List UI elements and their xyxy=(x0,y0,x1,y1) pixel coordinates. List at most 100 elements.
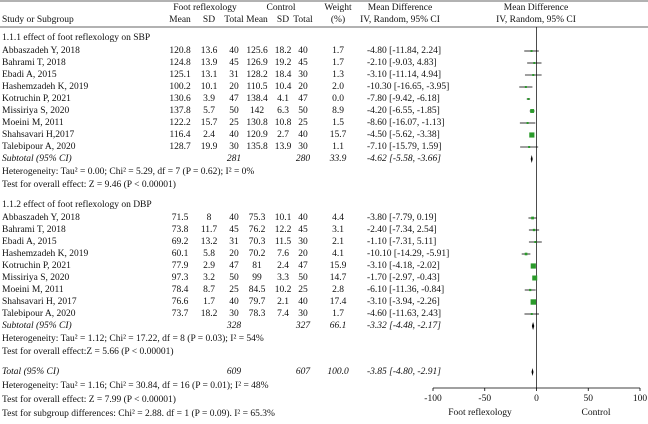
exp-sd: 2.9 xyxy=(203,261,215,271)
heterogeneity: Heterogeneity: Tau² = 1.12; Chi² = 17.22… xyxy=(2,333,264,344)
effect-label: -2.40 [-7.34, 2.54] xyxy=(367,225,437,235)
effect-square xyxy=(528,146,531,148)
ctl-sd: 10.4 xyxy=(275,82,292,92)
exp-sd: 2.4 xyxy=(203,130,215,140)
ctl-total: 40 xyxy=(298,213,308,223)
ctl-total: 45 xyxy=(298,58,308,68)
effect-label: -4.50 [-5.62, -3.38] xyxy=(367,130,440,140)
total-label: Total (95% CI) xyxy=(2,366,59,377)
weight: 1.7 xyxy=(332,58,344,68)
header-weight-unit: (%) xyxy=(331,14,345,25)
weight: 66.1 xyxy=(330,321,347,331)
exp-sd: 3.9 xyxy=(203,94,215,104)
effect-square xyxy=(527,98,530,100)
effect-label: -3.80 [-7.79, 0.19] xyxy=(367,213,437,223)
header-total: Total xyxy=(293,15,313,25)
ctl-total: 47 xyxy=(298,261,308,271)
summary-diamond xyxy=(531,368,534,376)
ctl-mean: 135.8 xyxy=(246,142,268,152)
effect-square xyxy=(531,216,534,220)
exp-mean: 128.7 xyxy=(169,142,191,152)
effect-label: -10.10 [-14.29, -5.91] xyxy=(367,249,449,259)
x-direction-label: Control xyxy=(581,408,610,418)
ctl-sd: 7.4 xyxy=(277,309,289,319)
ctl-sd: 18.2 xyxy=(275,46,292,56)
ctl-sd: 11.5 xyxy=(275,237,292,247)
exp-total: 47 xyxy=(229,261,239,271)
exp-mean: 100.2 xyxy=(169,82,191,92)
exp-sd: 18.2 xyxy=(201,309,218,319)
weight: 4.4 xyxy=(332,213,344,223)
ctl-mean: 75.3 xyxy=(249,213,266,223)
study-name: Moeini M, 2011 xyxy=(2,118,64,128)
ctl-sd: 2.1 xyxy=(277,297,289,307)
study-name: Kotruchin P, 2021 xyxy=(2,261,71,271)
weight: 8.9 xyxy=(332,106,344,116)
exp-total: 45 xyxy=(229,58,239,68)
summary-diamond xyxy=(530,155,533,163)
ctl-sd: 12.2 xyxy=(275,225,292,235)
header-method: IV, Random, 95% CI xyxy=(360,15,440,25)
exp-total: 20 xyxy=(229,249,239,259)
ctl-total: 30 xyxy=(298,237,308,247)
effect-label: -4.20 [-6.55, -1.85] xyxy=(367,106,440,116)
study-name: Talebipour A, 2020 xyxy=(2,309,76,319)
ctl-total: 20 xyxy=(298,82,308,92)
ctl-mean: 142 xyxy=(250,106,265,116)
exp-mean: 130.6 xyxy=(169,94,191,104)
overall-effect: Test for overall effect:Z = 5.66 (P < 0.… xyxy=(2,346,174,357)
study-name: Ebadi A, 2015 xyxy=(2,237,57,247)
exp-mean: 77.9 xyxy=(172,261,189,271)
study-name: Abbaszadeh Y, 2018 xyxy=(2,46,80,56)
study-name: Missiriya S, 2020 xyxy=(2,106,70,116)
effect-square xyxy=(529,132,535,138)
exp-total: 50 xyxy=(229,106,239,116)
study-name: Moeini M, 2011 xyxy=(2,285,64,295)
exp-total: 25 xyxy=(229,285,239,295)
exp-mean: 69.2 xyxy=(172,237,189,247)
weight: 1.1 xyxy=(332,142,344,152)
exp-total: 40 xyxy=(229,297,239,307)
subgroup-label: 1.1.1 effect of foot reflexology on SBP xyxy=(2,32,150,43)
exp-sd: 11.7 xyxy=(201,225,218,235)
exp-mean: 73.8 xyxy=(172,225,189,235)
ctl-total: 50 xyxy=(298,106,308,116)
exp-total: 20 xyxy=(229,82,239,92)
exp-mean: 76.6 xyxy=(172,297,189,307)
exp-sd: 13.6 xyxy=(201,46,218,56)
effect-square xyxy=(530,263,536,269)
weight: 1.3 xyxy=(332,70,344,80)
exp-total: 25 xyxy=(229,118,239,128)
ctl-sd: 13.9 xyxy=(275,142,292,152)
exp-sd: 1.7 xyxy=(203,297,215,307)
x-tick-label: -50 xyxy=(478,394,491,404)
weight: 33.9 xyxy=(329,154,347,164)
exp-mean: 122.2 xyxy=(169,118,191,128)
weight: 15.7 xyxy=(330,130,347,140)
effect-square xyxy=(533,62,536,64)
x-tick-label: 100 xyxy=(633,394,648,404)
ctl-total: 280 xyxy=(296,154,311,164)
effect-square xyxy=(529,288,532,292)
ctl-sd: 7.6 xyxy=(277,249,289,259)
ctl-sd: 2.7 xyxy=(277,130,289,140)
header-plot-method: IV, Random, 95% CI xyxy=(496,15,576,25)
ctl-sd: 10.1 xyxy=(275,213,292,223)
effect-square xyxy=(532,275,538,281)
study-name: Missiriya S, 2020 xyxy=(2,273,70,283)
exp-sd: 15.7 xyxy=(201,118,218,128)
ctl-total: 30 xyxy=(298,142,308,152)
study-name: Hashemzadeh K, 2019 xyxy=(2,82,89,92)
ctl-mean: 78.3 xyxy=(249,309,266,319)
exp-total: 31 xyxy=(229,70,239,80)
subtotal-label: Subtotal (95% CI) xyxy=(2,153,72,164)
header-sd: SD xyxy=(203,15,215,25)
study-name: Shahsavari H,2017 xyxy=(2,130,75,140)
ctl-total: 25 xyxy=(298,118,308,128)
ctl-total: 25 xyxy=(298,285,308,295)
ctl-total: 40 xyxy=(298,46,308,56)
exp-sd: 3.2 xyxy=(203,273,215,283)
header-mean: Mean xyxy=(246,15,268,25)
weight: 2.0 xyxy=(332,82,344,92)
effect-label: -1.10 [-7.31, 5.11] xyxy=(367,237,436,247)
